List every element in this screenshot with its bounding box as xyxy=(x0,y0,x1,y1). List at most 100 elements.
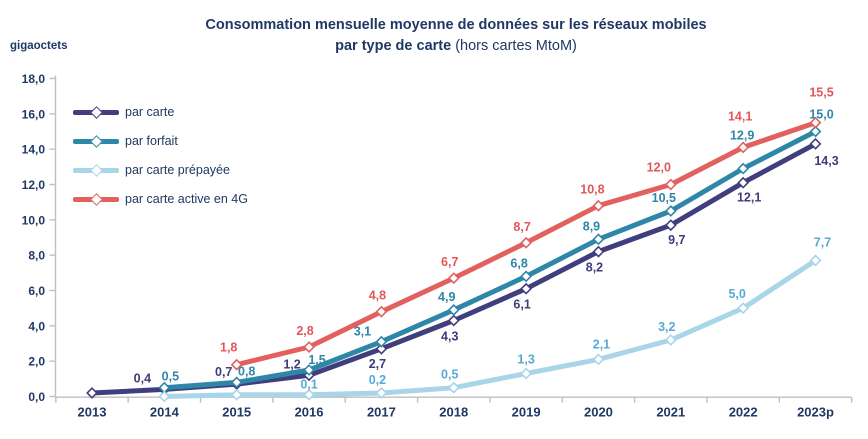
legend-item-par-forfait: par forfait xyxy=(73,133,248,149)
data-point-label: 12,9 xyxy=(730,129,754,143)
y-axis-tick-label: 14,0 xyxy=(22,143,46,157)
x-axis-label: 2013 xyxy=(78,405,107,420)
data-point-label: 2,7 xyxy=(369,357,386,371)
data-point-marker xyxy=(447,381,460,394)
data-point-marker xyxy=(737,302,750,315)
data-point-label: 6,7 xyxy=(441,255,458,269)
data-point-marker xyxy=(809,254,822,267)
data-point-label: 0,1 xyxy=(300,378,317,392)
legend-diamond-marker xyxy=(90,192,103,206)
legend-item-par-carte: par carte xyxy=(73,104,248,120)
legend-line-marker xyxy=(73,163,119,177)
chart-title-line1: Consommation mensuelle moyenne de donnée… xyxy=(205,17,707,33)
data-point-marker xyxy=(375,342,388,355)
data-point-marker xyxy=(230,388,243,401)
x-axis-label: 2019 xyxy=(512,405,541,420)
data-point-marker xyxy=(737,176,750,189)
data-point-marker xyxy=(230,358,243,371)
chart-title-line2: par type de carte (hors cartes MtoM) xyxy=(50,36,862,57)
data-point-label: 2,1 xyxy=(593,337,610,351)
data-point-marker xyxy=(375,305,388,318)
y-axis-unit-label: gigaoctets xyxy=(10,40,68,52)
x-axis-label: 2022 xyxy=(729,405,758,420)
y-axis-tick-label: 0,0 xyxy=(28,390,45,404)
data-point-marker xyxy=(664,178,677,191)
chart-title: Consommation mensuelle moyenne de donnée… xyxy=(50,15,862,57)
data-point-label: 4,9 xyxy=(438,290,455,304)
data-point-marker xyxy=(447,304,460,316)
data-point-marker xyxy=(809,125,822,138)
legend-line-marker xyxy=(73,134,119,148)
y-axis-tick-label: 4,0 xyxy=(28,319,45,333)
data-point-marker xyxy=(447,314,460,327)
data-point-label: 8,2 xyxy=(586,261,603,275)
data-point-marker xyxy=(809,116,822,129)
data-point-label: 14,1 xyxy=(728,109,752,123)
x-axis-label: 2021 xyxy=(656,405,685,420)
y-axis-tick-label: 18,0 xyxy=(22,72,46,86)
legend-line-marker xyxy=(73,105,119,119)
legend-diamond-marker xyxy=(90,105,103,119)
x-axis-label: 2015 xyxy=(222,405,251,420)
data-point-label: 10,5 xyxy=(652,191,676,205)
data-point-label: 7,7 xyxy=(814,235,831,249)
data-point-marker xyxy=(737,141,750,154)
data-point-marker xyxy=(592,353,605,366)
data-point-marker xyxy=(230,376,243,389)
data-point-marker xyxy=(592,199,605,212)
data-point-marker xyxy=(303,388,315,401)
data-point-label: 14,3 xyxy=(814,154,838,168)
data-point-marker xyxy=(520,236,533,249)
y-axis-tick-label: 2,0 xyxy=(28,355,45,369)
data-point-marker xyxy=(303,341,315,353)
data-point-label: 15,5 xyxy=(809,86,833,100)
data-point-label: 12,1 xyxy=(737,191,761,205)
data-point-marker xyxy=(520,270,533,283)
data-point-marker xyxy=(158,390,171,403)
data-point-marker xyxy=(664,205,677,217)
data-point-label: 6,1 xyxy=(513,298,530,312)
legend-line-marker xyxy=(73,192,119,206)
legend-item-par-carte-active-en-4G: par carte active en 4G xyxy=(73,191,248,207)
data-point-label: 12,0 xyxy=(647,161,671,175)
y-axis-tick-label: 16,0 xyxy=(22,107,46,121)
legend-diamond-marker xyxy=(90,163,103,177)
chart-title-line2-bold: par type de carte xyxy=(335,38,452,54)
x-axis-label: 2020 xyxy=(584,405,613,420)
data-point-marker xyxy=(664,219,677,232)
x-axis-label: 2016 xyxy=(295,405,324,420)
legend-diamond-marker xyxy=(90,134,103,148)
data-point-marker xyxy=(737,162,750,175)
y-axis-tick-label: 12,0 xyxy=(22,178,46,192)
data-point-label: 10,8 xyxy=(580,183,604,197)
x-axis-label: 2023p xyxy=(797,405,834,420)
data-point-marker xyxy=(592,233,605,246)
data-point-label: 4,3 xyxy=(441,330,458,344)
y-axis-tick-label: 8,0 xyxy=(28,249,45,263)
data-point-label: 3,2 xyxy=(658,320,675,334)
legend-label: par carte active en 4G xyxy=(125,192,248,206)
data-point-marker xyxy=(375,335,388,348)
data-point-label: 0,5 xyxy=(162,370,179,384)
data-point-label: 0,8 xyxy=(238,364,255,378)
data-point-marker xyxy=(375,387,388,399)
legend-label: par carte prépayée xyxy=(125,163,230,177)
x-axis-label: 2014 xyxy=(150,405,180,420)
data-point-label: 1,2 xyxy=(283,357,300,371)
data-point-label: 0,4 xyxy=(134,371,151,385)
data-point-marker xyxy=(447,272,460,285)
data-point-label: 8,9 xyxy=(583,219,600,233)
data-point-label: 1,3 xyxy=(517,353,534,367)
data-point-marker xyxy=(592,245,605,258)
data-point-label: 1,5 xyxy=(308,353,325,367)
data-point-label: 3,1 xyxy=(354,325,371,339)
legend-label: par forfait xyxy=(125,134,178,148)
data-point-label: 0,7 xyxy=(215,365,232,379)
series-line-par-carte-prépayée xyxy=(161,258,818,399)
legend-label: par carte xyxy=(125,105,175,119)
data-point-label: 0,2 xyxy=(369,373,386,387)
y-axis-tick-label: 10,0 xyxy=(22,213,46,227)
x-axis-label: 2018 xyxy=(439,405,468,420)
